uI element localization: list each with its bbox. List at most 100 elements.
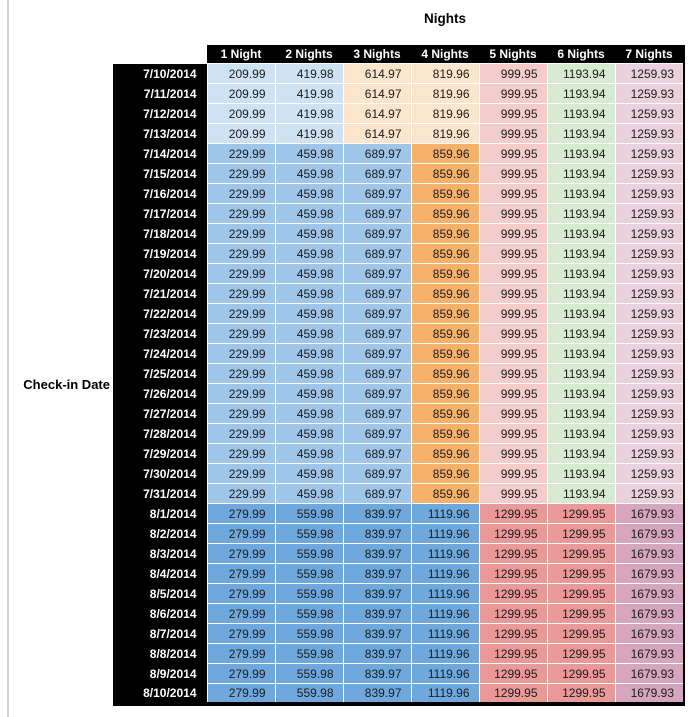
- price-cell[interactable]: 559.98: [274, 583, 344, 604]
- price-cell[interactable]: 229.99: [206, 343, 276, 364]
- column-header-4-nights[interactable]: 4 Nights: [411, 45, 479, 64]
- price-cell[interactable]: 689.97: [342, 163, 412, 184]
- price-cell[interactable]: 229.99: [206, 283, 276, 304]
- price-cell[interactable]: 1193.94: [546, 443, 616, 464]
- price-cell[interactable]: 689.97: [342, 183, 412, 204]
- price-cell[interactable]: 229.99: [206, 223, 276, 244]
- price-cell[interactable]: 1299.95: [478, 603, 548, 624]
- price-cell[interactable]: 279.99: [206, 603, 276, 624]
- price-cell[interactable]: 1193.94: [546, 123, 616, 144]
- row-date-cell[interactable]: 8/10/2014: [113, 683, 207, 704]
- row-date-cell[interactable]: 8/3/2014: [113, 543, 207, 564]
- row-date-cell[interactable]: 8/9/2014: [113, 663, 207, 684]
- price-cell[interactable]: 459.98: [274, 363, 344, 384]
- price-cell[interactable]: 559.98: [274, 603, 344, 624]
- price-cell[interactable]: 999.95: [478, 463, 548, 484]
- price-cell[interactable]: 999.95: [478, 123, 548, 144]
- price-cell[interactable]: 1259.93: [614, 323, 685, 344]
- price-cell[interactable]: 1259.93: [614, 83, 685, 104]
- price-cell[interactable]: 559.98: [274, 683, 344, 704]
- price-cell[interactable]: 819.96: [410, 123, 480, 144]
- price-cell[interactable]: 229.99: [206, 243, 276, 264]
- row-date-cell[interactable]: 7/23/2014: [113, 323, 207, 344]
- price-cell[interactable]: 1193.94: [546, 223, 616, 244]
- column-header-6-nights[interactable]: 6 Nights: [547, 45, 615, 64]
- price-cell[interactable]: 279.99: [206, 643, 276, 664]
- price-cell[interactable]: 689.97: [342, 303, 412, 324]
- price-cell[interactable]: 1193.94: [546, 63, 616, 84]
- row-date-cell[interactable]: 7/22/2014: [113, 303, 207, 324]
- price-cell[interactable]: 1119.96: [410, 643, 480, 664]
- price-cell[interactable]: 1299.95: [478, 683, 548, 704]
- price-cell[interactable]: 859.96: [410, 483, 480, 504]
- price-cell[interactable]: 1119.96: [410, 623, 480, 644]
- price-cell[interactable]: 999.95: [478, 143, 548, 164]
- price-cell[interactable]: 999.95: [478, 183, 548, 204]
- price-cell[interactable]: 689.97: [342, 463, 412, 484]
- price-cell[interactable]: 999.95: [478, 283, 548, 304]
- price-cell[interactable]: 1259.93: [614, 183, 685, 204]
- price-cell[interactable]: 559.98: [274, 543, 344, 564]
- price-cell[interactable]: 999.95: [478, 83, 548, 104]
- price-cell[interactable]: 229.99: [206, 323, 276, 344]
- price-cell[interactable]: 559.98: [274, 663, 344, 684]
- price-cell[interactable]: 859.96: [410, 463, 480, 484]
- price-cell[interactable]: 229.99: [206, 383, 276, 404]
- price-cell[interactable]: 859.96: [410, 203, 480, 224]
- price-cell[interactable]: 459.98: [274, 263, 344, 284]
- price-cell[interactable]: 459.98: [274, 483, 344, 504]
- price-cell[interactable]: 419.98: [274, 63, 344, 84]
- row-date-cell[interactable]: 8/6/2014: [113, 603, 207, 624]
- row-date-cell[interactable]: 7/11/2014: [113, 83, 207, 104]
- price-cell[interactable]: 1259.93: [614, 343, 685, 364]
- row-date-cell[interactable]: 8/4/2014: [113, 563, 207, 584]
- price-cell[interactable]: 689.97: [342, 323, 412, 344]
- price-cell[interactable]: 1259.93: [614, 123, 685, 144]
- row-date-cell[interactable]: 8/7/2014: [113, 623, 207, 644]
- price-cell[interactable]: 209.99: [206, 103, 276, 124]
- price-cell[interactable]: 839.97: [342, 683, 412, 704]
- price-cell[interactable]: 859.96: [410, 143, 480, 164]
- price-cell[interactable]: 1193.94: [546, 143, 616, 164]
- price-cell[interactable]: 689.97: [342, 383, 412, 404]
- price-cell[interactable]: 1679.93: [614, 503, 685, 524]
- price-cell[interactable]: 1299.95: [478, 643, 548, 664]
- price-cell[interactable]: 1193.94: [546, 83, 616, 104]
- row-date-cell[interactable]: 7/19/2014: [113, 243, 207, 264]
- price-cell[interactable]: 459.98: [274, 243, 344, 264]
- price-cell[interactable]: 839.97: [342, 523, 412, 544]
- price-cell[interactable]: 1119.96: [410, 563, 480, 584]
- row-date-cell[interactable]: 7/17/2014: [113, 203, 207, 224]
- price-cell[interactable]: 1299.95: [546, 683, 616, 704]
- price-cell[interactable]: 1119.96: [410, 683, 480, 704]
- price-cell[interactable]: 1679.93: [614, 583, 685, 604]
- price-cell[interactable]: 1193.94: [546, 163, 616, 184]
- price-cell[interactable]: 1119.96: [410, 663, 480, 684]
- price-cell[interactable]: 1679.93: [614, 543, 685, 564]
- price-cell[interactable]: 209.99: [206, 63, 276, 84]
- row-date-cell[interactable]: 7/24/2014: [113, 343, 207, 364]
- price-cell[interactable]: 1299.95: [546, 563, 616, 584]
- price-cell[interactable]: 999.95: [478, 103, 548, 124]
- price-cell[interactable]: 1299.95: [546, 643, 616, 664]
- price-cell[interactable]: 819.96: [410, 63, 480, 84]
- price-cell[interactable]: 859.96: [410, 263, 480, 284]
- price-cell[interactable]: 229.99: [206, 443, 276, 464]
- price-cell[interactable]: 1259.93: [614, 203, 685, 224]
- price-cell[interactable]: 999.95: [478, 483, 548, 504]
- price-cell[interactable]: 1299.95: [478, 583, 548, 604]
- price-cell[interactable]: 1193.94: [546, 303, 616, 324]
- price-cell[interactable]: 459.98: [274, 143, 344, 164]
- price-cell[interactable]: 1259.93: [614, 103, 685, 124]
- price-cell[interactable]: 614.97: [342, 123, 412, 144]
- price-cell[interactable]: 859.96: [410, 423, 480, 444]
- price-cell[interactable]: 419.98: [274, 83, 344, 104]
- price-cell[interactable]: 1193.94: [546, 183, 616, 204]
- price-cell[interactable]: 839.97: [342, 563, 412, 584]
- price-cell[interactable]: 1193.94: [546, 103, 616, 124]
- price-cell[interactable]: 689.97: [342, 203, 412, 224]
- price-cell[interactable]: 1299.95: [546, 603, 616, 624]
- price-cell[interactable]: 279.99: [206, 623, 276, 644]
- price-cell[interactable]: 859.96: [410, 403, 480, 424]
- price-cell[interactable]: 819.96: [410, 103, 480, 124]
